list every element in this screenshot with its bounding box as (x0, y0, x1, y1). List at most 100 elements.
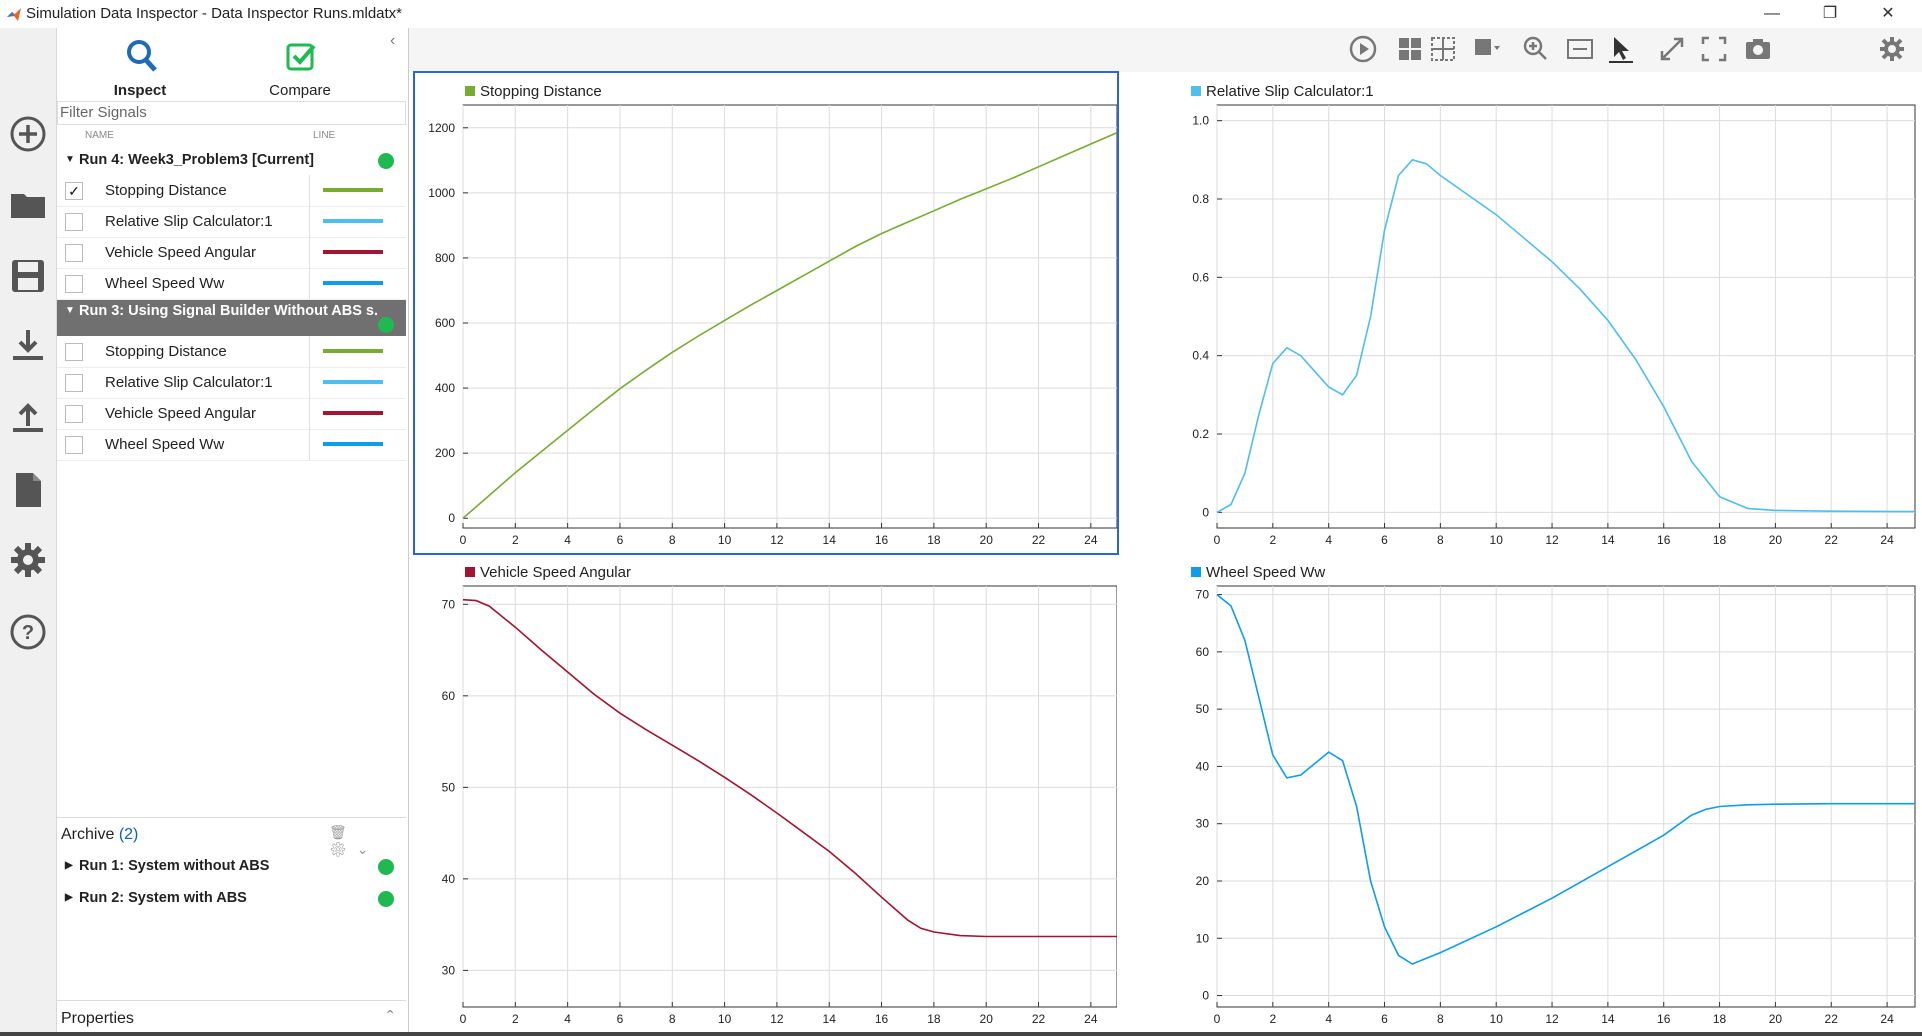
column-divider (309, 398, 310, 429)
delete-trash-icon[interactable]: 🗑 (329, 824, 357, 840)
signal-row[interactable]: Stopping Distance (57, 336, 406, 368)
tick-label-y: 20 (1196, 874, 1210, 888)
column-divider (309, 175, 310, 206)
line-plot[interactable]: 0 2 4 6 8 10 12 14 16 18 20 22 240200400600800100012… (415, 73, 1118, 553)
help-icon[interactable]: ? (8, 612, 48, 652)
column-divider (309, 268, 310, 299)
subplot-vehicle-speed[interactable]: Vehicle Speed Angular 0 2 4 6 8 10 12 14 16 18 20 2… (415, 556, 1118, 1032)
tick-label-y: 10 (1196, 931, 1210, 945)
signal-checkbox[interactable] (65, 436, 83, 454)
subplot-layout-icon[interactable] (1428, 34, 1458, 64)
signal-row[interactable]: Relative Slip Calculator:1 (57, 367, 406, 399)
run-row-run-4[interactable]: ▼ Run 4: Week3_Problem3 [Current] (57, 145, 406, 175)
archive-header[interactable]: Archive (2) 🗑⚙⌄ (57, 817, 406, 857)
tick-label-x: 24 (1084, 1012, 1098, 1026)
signal-checkbox[interactable] (65, 343, 83, 361)
filter-signals-input[interactable]: Filter Signals (57, 101, 406, 125)
fullscreen-icon[interactable] (1699, 34, 1729, 64)
subplot-stopping-distance[interactable]: Stopping Distance 0 2 4 6 8 10 12 14 16 18 20 22 24 0… (413, 71, 1119, 555)
signal-line-swatch[interactable] (323, 411, 383, 415)
signal-row[interactable]: Wheel Speed Ww (57, 268, 406, 300)
signal-line-swatch[interactable] (323, 380, 383, 384)
report-icon[interactable] (8, 470, 48, 510)
signal-checkbox[interactable] (65, 275, 83, 293)
signal-line-swatch[interactable] (323, 349, 383, 353)
signal-row[interactable]: Wheel Speed Ww (57, 429, 406, 461)
signal-checkbox[interactable] (65, 213, 83, 231)
signal-line-swatch[interactable] (323, 188, 383, 192)
run-row-run-3[interactable]: ▼ Run 3: Using Signal Builder Without AB… (57, 300, 406, 336)
signal-line-swatch[interactable] (323, 442, 383, 446)
expand-arrow-icon[interactable]: ▶ (65, 860, 73, 871)
expand-arrow-icon[interactable]: ▼ (65, 305, 75, 316)
tab-compare[interactable]: Compare (245, 34, 355, 102)
signal-line-swatch[interactable] (323, 219, 383, 223)
open-folder-icon[interactable] (8, 184, 48, 224)
collapse-panel-chevron-icon[interactable]: ‹ (390, 32, 396, 49)
archive-settings-gear-icon[interactable]: ⚙ (329, 841, 357, 857)
archive-chevron-down-icon[interactable]: ⌄ (356, 841, 379, 857)
import-icon[interactable] (8, 326, 48, 366)
signal-line-swatch[interactable] (323, 281, 383, 285)
signal-checkbox[interactable] (65, 244, 83, 262)
expand-arrow-icon[interactable]: ▼ (65, 154, 75, 165)
replay-play-icon[interactable] (1348, 34, 1378, 64)
zoom-to-fit-icon[interactable] (1565, 34, 1595, 64)
tick-label-y: 70 (1196, 588, 1210, 602)
tick-label-x: 12 (770, 533, 784, 547)
subplot-wheel-speed[interactable]: Wheel Speed Ww 0 2 4 6 8 10 12 14 16 18 20 22 24 0 10 2… (1167, 556, 1919, 1032)
signal-row[interactable]: ✓ Stopping Distance (57, 175, 406, 207)
signal-row[interactable]: Vehicle Speed Angular (57, 398, 406, 430)
signal-row[interactable]: Vehicle Speed Angular (57, 237, 406, 269)
tab-inspect[interactable]: Inspect (85, 34, 195, 107)
signal-name: Vehicle Speed Angular (105, 405, 256, 422)
archive-label: Archive (2) (61, 826, 139, 843)
tick-label-x: 22 (1032, 1012, 1046, 1026)
plot-settings-gear-icon[interactable] (1877, 34, 1907, 64)
signal-line-swatch[interactable] (323, 250, 383, 254)
visualization-gallery-icon[interactable] (1472, 34, 1502, 64)
signal-checkbox[interactable] (65, 374, 83, 392)
tick-label-x: 14 (1601, 1012, 1615, 1026)
tick-label-y: 30 (442, 963, 456, 977)
archive-run-row[interactable]: ▶ Run 1: System without ABS (57, 851, 406, 881)
tick-label-x: 8 (669, 533, 676, 547)
tick-label-y: 60 (1196, 645, 1210, 659)
signal-name: Relative Slip Calculator:1 (105, 213, 273, 230)
status-bar (0, 1032, 1922, 1036)
save-icon[interactable] (8, 256, 48, 296)
tick-label-x: 6 (617, 1012, 624, 1026)
archive-run-row[interactable]: ▶ Run 2: System with ABS (57, 883, 406, 913)
expand-arrow-icon[interactable]: ▶ (65, 892, 73, 903)
matlab-logo-icon (7, 8, 21, 21)
tick-label-x: 8 (1437, 533, 1444, 547)
signal-name: Stopping Distance (105, 182, 227, 199)
restore-button[interactable]: ❐ (1822, 5, 1838, 22)
snapshot-camera-icon[interactable] (1743, 34, 1773, 64)
subplot-relative-slip[interactable]: Relative Slip Calculator:1 0 2 4 6 8 10 12 14 16… (1167, 73, 1919, 553)
export-icon[interactable] (8, 398, 48, 438)
tick-label-x: 12 (1545, 1012, 1559, 1026)
plot-frame (1216, 585, 1916, 1008)
chevron-up-icon[interactable]: ⌃ (384, 1007, 396, 1023)
plot-toolbar (409, 28, 1922, 72)
minimize-button[interactable]: — (1764, 5, 1780, 22)
cursor-select-icon[interactable] (1606, 34, 1636, 64)
settings-gear-icon[interactable] (8, 540, 48, 580)
signal-checkbox[interactable]: ✓ (65, 182, 83, 200)
signal-row[interactable]: Relative Slip Calculator:1 (57, 206, 406, 238)
layout-grid-icon[interactable] (1395, 34, 1425, 64)
tick-label-y: 40 (442, 872, 456, 886)
tick-label-y: 1.0 (1192, 114, 1209, 128)
properties-header[interactable]: Properties ⌃ (57, 1000, 406, 1033)
close-button[interactable]: ✕ (1881, 5, 1895, 22)
tick-label-x: 4 (1325, 533, 1332, 547)
expand-axes-icon[interactable] (1657, 34, 1687, 64)
new-session-icon[interactable] (8, 114, 48, 154)
zoom-in-icon[interactable] (1521, 34, 1551, 64)
signal-checkbox[interactable] (65, 405, 83, 423)
series-line (462, 598, 1117, 938)
